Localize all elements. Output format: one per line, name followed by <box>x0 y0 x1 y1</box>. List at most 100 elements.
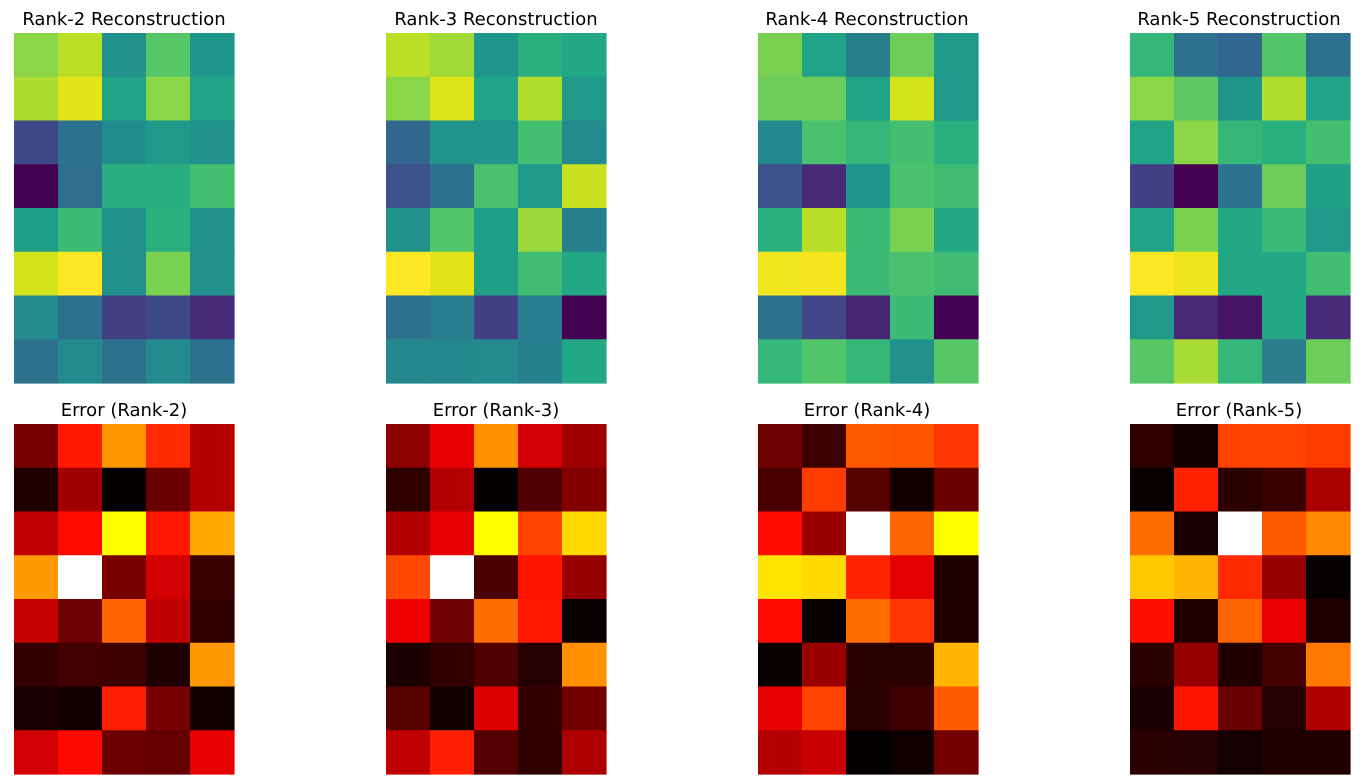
heatmap-cell-r5-c1 <box>430 643 475 687</box>
heatmap-cell-r0-c3 <box>890 424 935 468</box>
heatmap-cell-r4-c0 <box>1130 208 1175 252</box>
heatmap-cell-r5-c4 <box>934 252 979 296</box>
heatmap-cell-r7-c0 <box>14 730 59 774</box>
heatmap-cell-r6-c2 <box>102 296 147 340</box>
heatmap-cell-r1-c0 <box>1130 77 1175 121</box>
heatmap-cell-r2-c0 <box>14 121 59 165</box>
title-rank4-reconstruction: Rank-4 Reconstruction <box>765 9 968 30</box>
heatmap-cell-r0-c2 <box>846 424 891 468</box>
heatmap-cell-r6-c4 <box>1306 687 1351 731</box>
heatmap-cell-r7-c2 <box>474 730 519 774</box>
heatmap-rank5-reconstruction <box>1130 33 1351 384</box>
heatmap-cell-r2-c3 <box>518 121 563 165</box>
heatmap-cell-r7-c0 <box>386 730 431 774</box>
panel-error-rank5: Error (Rank-5) <box>1130 400 1351 775</box>
title-error-rank4: Error (Rank-4) <box>804 400 931 421</box>
heatmap-cell-r4-c4 <box>190 599 235 643</box>
heatmap-cell-r7-c3 <box>146 730 191 774</box>
heatmap-cell-r7-c1 <box>802 339 847 383</box>
heatmap-cell-r7-c1 <box>58 730 103 774</box>
heatmap-cell-r5-c3 <box>890 252 935 296</box>
heatmap-cell-r4-c0 <box>1130 599 1175 643</box>
heatmap-cell-r3-c0 <box>1130 164 1175 208</box>
heatmap-cell-r7-c1 <box>802 730 847 774</box>
heatmap-cell-r3-c1 <box>430 164 475 208</box>
heatmap-cell-r2-c0 <box>758 121 803 165</box>
heatmap-cell-r5-c3 <box>518 643 563 687</box>
heatmap-cell-r2-c3 <box>890 121 935 165</box>
heatmap-cell-r0-c1 <box>1174 424 1219 468</box>
heatmap-rank4-reconstruction <box>758 33 979 384</box>
heatmap-cell-r1-c2 <box>846 77 891 121</box>
heatmap-cell-r7-c1 <box>430 339 475 383</box>
heatmap-cell-r4-c3 <box>890 208 935 252</box>
heatmap-cell-r7-c2 <box>846 339 891 383</box>
heatmap-cell-r0-c0 <box>14 33 59 77</box>
heatmap-cell-r5-c4 <box>562 252 607 296</box>
heatmap-cell-r1-c3 <box>890 468 935 512</box>
heatmap-cell-r0-c1 <box>802 33 847 77</box>
heatmap-cell-r5-c4 <box>1306 252 1351 296</box>
heatmap-cell-r1-c1 <box>58 77 103 121</box>
heatmap-cell-r6-c1 <box>430 296 475 340</box>
heatmap-cell-r1-c2 <box>102 468 147 512</box>
heatmap-cell-r2-c4 <box>190 121 235 165</box>
heatmap-error-rank2 <box>14 424 235 775</box>
title-error-rank5: Error (Rank-5) <box>1176 400 1303 421</box>
heatmap-cell-r3-c2 <box>102 555 147 599</box>
heatmap-cell-r7-c0 <box>758 730 803 774</box>
heatmap-cell-r2-c2 <box>102 121 147 165</box>
heatmap-cell-r4-c2 <box>102 599 147 643</box>
heatmap-cell-r3-c0 <box>386 555 431 599</box>
heatmap-cell-r4-c0 <box>386 208 431 252</box>
panel-error-rank3: Error (Rank-3) <box>386 400 607 775</box>
heatmap-cell-r1-c0 <box>14 77 59 121</box>
heatmap-cell-r2-c3 <box>518 512 563 556</box>
heatmap-cell-r6-c2 <box>846 687 891 731</box>
heatmap-cell-r1-c1 <box>1174 77 1219 121</box>
heatmap-cell-r4-c0 <box>758 208 803 252</box>
heatmap-cell-r4-c4 <box>934 599 979 643</box>
heatmap-cell-r3-c3 <box>146 555 191 599</box>
heatmap-cell-r0-c1 <box>1174 33 1219 77</box>
heatmap-cell-r2-c2 <box>846 512 891 556</box>
heatmap-cell-r1-c4 <box>1306 468 1351 512</box>
heatmap-cell-r2-c2 <box>846 121 891 165</box>
heatmap-cell-r5-c0 <box>386 643 431 687</box>
heatmap-cell-r1-c1 <box>430 77 475 121</box>
panel-rank5-reconstruction: Rank-5 Reconstruction <box>1130 9 1351 384</box>
heatmap-cell-r6-c3 <box>146 296 191 340</box>
heatmap-cell-r1-c2 <box>1218 77 1263 121</box>
heatmap-cell-r3-c3 <box>890 164 935 208</box>
heatmap-cell-r3-c1 <box>802 164 847 208</box>
heatmap-cell-r7-c3 <box>518 730 563 774</box>
heatmap-cell-r2-c0 <box>758 512 803 556</box>
heatmap-cell-r7-c0 <box>1130 339 1175 383</box>
heatmap-cell-r3-c4 <box>562 164 607 208</box>
heatmap-cell-r2-c3 <box>1262 512 1307 556</box>
panel-error-rank2: Error (Rank-2) <box>14 400 235 775</box>
heatmap-cell-r2-c2 <box>474 121 519 165</box>
heatmap-cell-r1-c0 <box>1130 468 1175 512</box>
heatmap-cell-r6-c0 <box>758 687 803 731</box>
heatmap-cell-r6-c3 <box>1262 296 1307 340</box>
heatmap-cell-r5-c1 <box>430 252 475 296</box>
heatmap-cell-r5-c2 <box>846 643 891 687</box>
heatmap-cell-r5-c3 <box>146 643 191 687</box>
heatmap-cell-r2-c3 <box>146 512 191 556</box>
heatmap-cell-r0-c4 <box>562 33 607 77</box>
heatmap-cell-r6-c1 <box>58 687 103 731</box>
heatmap-cell-r0-c4 <box>1306 33 1351 77</box>
heatmap-cell-r4-c1 <box>802 599 847 643</box>
heatmap-cell-r3-c3 <box>1262 555 1307 599</box>
heatmap-cell-r6-c2 <box>1218 296 1263 340</box>
heatmap-cell-r3-c4 <box>934 164 979 208</box>
heatmap-cell-r7-c4 <box>562 730 607 774</box>
heatmap-cell-r6-c1 <box>802 687 847 731</box>
heatmap-cell-r0-c0 <box>14 424 59 468</box>
heatmap-cell-r6-c4 <box>190 687 235 731</box>
heatmap-cell-r7-c3 <box>146 339 191 383</box>
heatmap-cell-r1-c0 <box>14 468 59 512</box>
heatmap-cell-r5-c2 <box>1218 643 1263 687</box>
